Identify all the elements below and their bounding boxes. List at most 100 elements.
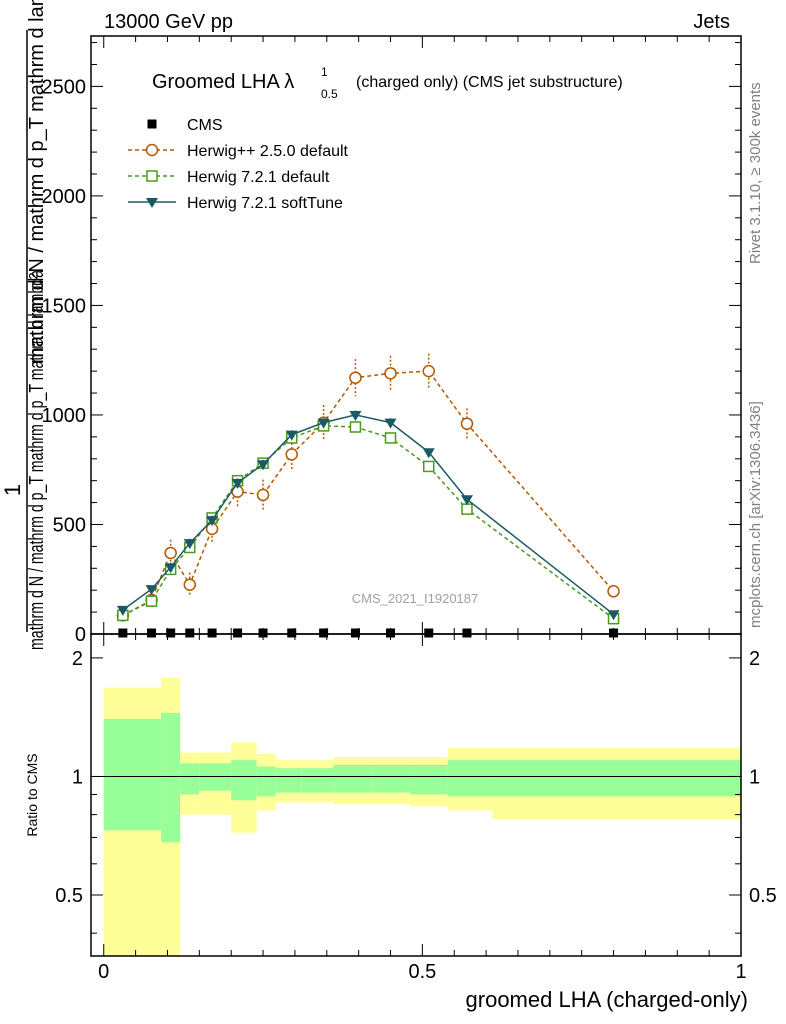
data-point xyxy=(384,367,397,380)
data-point xyxy=(257,460,270,471)
legend-marker xyxy=(146,170,158,182)
ratio-band-inner xyxy=(180,763,200,795)
chart-title: Groomed LHA λ 1 0.5 (charged only) (CMS … xyxy=(152,65,623,101)
ratio-y-label: Ratio to CMS xyxy=(24,753,40,836)
ratio-band-inner xyxy=(256,766,276,797)
legend-label: Herwig++ 2.5.0 default xyxy=(187,143,349,160)
y-axis-label: 1 mathrm d²N / mathrm d p_T mathrm d lam… xyxy=(0,0,48,650)
ratio-bands xyxy=(91,677,741,956)
cms-point xyxy=(185,628,195,638)
legend-label: CMS xyxy=(187,117,223,134)
legend-entry-2: Herwig 7.2.1 default xyxy=(128,169,330,186)
legend-entry-1: Herwig++ 2.5.0 default xyxy=(128,143,349,160)
data-point xyxy=(317,418,330,429)
data-point xyxy=(164,546,177,560)
cms-point xyxy=(207,628,217,638)
data-point xyxy=(349,421,362,433)
data-point xyxy=(349,371,362,384)
y-tick-label: 500 xyxy=(53,514,86,536)
header-left: 13000 GeV pp xyxy=(104,11,233,33)
data-point xyxy=(145,595,158,607)
legend: CMS Herwig++ 2.5.0 default Herwig 7.2.1 de… xyxy=(128,117,349,212)
cms-point xyxy=(350,628,360,638)
series-3 xyxy=(116,410,620,621)
data-point xyxy=(285,448,298,461)
data-point xyxy=(183,578,197,591)
data-point xyxy=(422,460,435,473)
data-point xyxy=(116,605,129,616)
data-point xyxy=(422,364,435,378)
data-point xyxy=(164,563,177,574)
ratio-band-inner xyxy=(231,760,257,801)
ratio-frame xyxy=(90,633,742,957)
title-sub: 0.5 xyxy=(321,87,338,101)
data-point xyxy=(460,495,473,506)
data-point xyxy=(231,478,244,489)
ratio-band-inner xyxy=(275,768,302,793)
data-point xyxy=(607,585,620,598)
cms-point xyxy=(118,628,128,638)
y-tick-label: 1500 xyxy=(42,295,87,317)
series-1 xyxy=(116,353,620,622)
title-lambda: λ xyxy=(284,71,294,93)
series-line xyxy=(122,370,615,617)
data-point xyxy=(256,488,270,502)
x-tick-label: 0.5 xyxy=(408,961,436,983)
x-axis-label: groomed LHA (charged-only) xyxy=(466,987,748,1012)
legend-marker xyxy=(147,119,157,129)
x-tick-label: 1 xyxy=(735,961,746,983)
cms-point xyxy=(424,628,434,638)
legend-label: Herwig 7.2.1 default xyxy=(187,169,330,186)
data-point xyxy=(285,430,298,441)
ratio-band-inner xyxy=(333,764,372,793)
y-tick-label: 1000 xyxy=(42,405,87,427)
title-rest: (charged only) (CMS jet substructure) xyxy=(356,74,623,91)
cms-point xyxy=(166,628,176,638)
main-series xyxy=(116,353,620,638)
series-line xyxy=(122,425,614,620)
y-label-numerator: 1 xyxy=(0,484,25,496)
data-point xyxy=(461,503,473,515)
ratio-y-tick-label-right: 1 xyxy=(749,766,760,788)
data-point xyxy=(183,539,196,550)
y-tick-label: 2500 xyxy=(42,76,87,98)
series-cms xyxy=(118,628,619,638)
data-point xyxy=(384,418,397,429)
title-main: Groomed LHA xyxy=(152,71,284,93)
y-label-upper: mathrm d²N / mathrm d p_T mathrm d lambd… xyxy=(26,0,48,364)
analysis-tag: CMS_2021_I1920187 xyxy=(352,591,479,606)
ratio-band-inner xyxy=(492,760,741,797)
x-tick-label: 0 xyxy=(98,961,109,983)
ratio-band-inner xyxy=(301,768,334,793)
title-sup: 1 xyxy=(321,65,328,79)
series-line xyxy=(122,414,615,615)
rivet-label: Rivet 3.1.10, ≥ 300k events xyxy=(747,82,764,264)
data-point xyxy=(422,448,435,459)
ratio-y-tick-label: 1 xyxy=(72,766,83,788)
data-point xyxy=(607,610,620,621)
cms-point xyxy=(319,628,329,638)
data-point xyxy=(460,417,474,430)
ratio-band-inner xyxy=(409,764,448,795)
data-point xyxy=(349,410,362,421)
cms-point xyxy=(462,628,472,638)
ratio-band-inner xyxy=(199,763,232,791)
y-label-denominator: mathrm d N / mathrm d p_T mathrm d p_T m… xyxy=(26,269,48,650)
cms-point xyxy=(147,628,157,638)
header-right: Jets xyxy=(693,11,730,33)
cms-point xyxy=(233,628,243,638)
legend-label: Herwig 7.2.1 softTune xyxy=(187,195,343,212)
ratio-y-tick-label-right: 2 xyxy=(749,648,760,670)
ratio-band-inner xyxy=(161,712,181,843)
legend-marker xyxy=(145,143,159,157)
legend-entry-3: Herwig 7.2.1 softTune xyxy=(128,195,343,212)
data-point xyxy=(384,432,397,444)
ratio-y-tick-label-right: 0.5 xyxy=(749,885,777,907)
mcplots-label: mcplots.cern.ch [arXiv:1306.3436] xyxy=(747,401,764,628)
data-point xyxy=(145,585,158,596)
ratio-y-tick-label: 0.5 xyxy=(55,885,83,907)
ratio-band-inner xyxy=(371,764,410,793)
ratio-y-tick-label: 2 xyxy=(72,648,83,670)
legend-marker xyxy=(146,198,158,208)
